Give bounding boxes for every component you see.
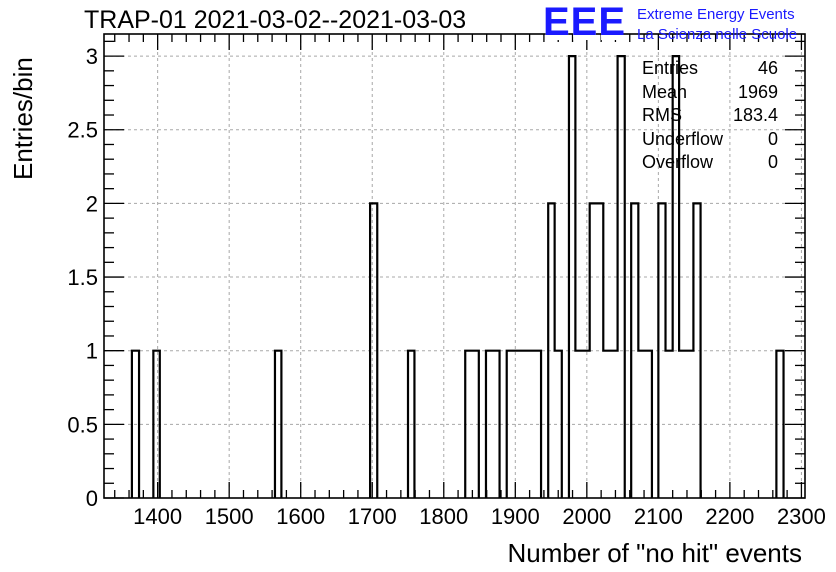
x-tick-label: 2200 <box>705 504 754 529</box>
logo-line-2: La Scienza nelle Scuole <box>637 26 798 43</box>
x-tick-label: 2100 <box>634 504 683 529</box>
stats-key: Underflow <box>642 128 724 149</box>
x-tick-label: 1500 <box>205 504 254 529</box>
stats-row-overflow: Overflow 0 <box>642 152 782 176</box>
y-tick-label: 1.5 <box>67 265 98 290</box>
axis-ticks <box>104 34 805 499</box>
plot-frame <box>103 33 806 499</box>
logo-line-1: Extreme Energy Events <box>637 6 795 23</box>
eee-logo: EEE Extreme Energy Events La Scienza nel… <box>543 2 833 44</box>
x-tick-label: 2300 <box>777 504 826 529</box>
chart-title: TRAP-01 2021-03-02--2021-03-03 <box>84 6 467 34</box>
y-axis-label: Entries/bin <box>8 57 38 180</box>
stats-key: Overflow <box>642 152 714 172</box>
stats-key: Entries <box>642 58 699 78</box>
axis-tick-labels: 1400 1500 1600 1700 1800 1900 2000 2100 2200 2300… <box>67 44 825 529</box>
histogram-outline <box>130 54 785 498</box>
stats-value: 183.4 <box>732 105 778 125</box>
x-tick-label: 1900 <box>491 504 540 529</box>
y-tick-label: 0 <box>86 486 98 511</box>
y-tick-label: 0.5 <box>67 412 98 437</box>
x-tick-label: 1400 <box>133 504 182 529</box>
stats-value: 0 <box>767 152 778 172</box>
y-tick-label: 1 <box>86 339 98 364</box>
stats-row-mean: Mean 1969 <box>642 82 782 106</box>
stats-key: RMS <box>642 105 682 125</box>
stats-row-rms: RMS 183.4 <box>642 105 782 129</box>
x-tick-label: 1700 <box>348 504 397 529</box>
stats-value: 1969 <box>737 81 778 102</box>
stats-value: 46 <box>757 58 778 78</box>
x-axis-label: Number of "no hit" events <box>507 538 803 568</box>
y-tick-label: 2 <box>86 191 98 216</box>
stats-value: 0 <box>767 128 778 149</box>
x-tick-label: 1800 <box>419 504 468 529</box>
stats-row-entries: Entries 46 <box>642 58 782 82</box>
stats-key: Mean <box>642 81 688 102</box>
x-tick-label: 1600 <box>276 504 325 529</box>
stats-box: Entries 46 Mean 1969 RMS 183.4 Underflow… <box>642 58 782 176</box>
eee-logo-mark: EEE <box>543 0 627 44</box>
y-tick-label: 3 <box>86 44 98 69</box>
y-tick-label: 2.5 <box>67 118 98 143</box>
stats-row-underflow: Underflow 0 <box>642 129 782 153</box>
x-tick-label: 2000 <box>562 504 611 529</box>
